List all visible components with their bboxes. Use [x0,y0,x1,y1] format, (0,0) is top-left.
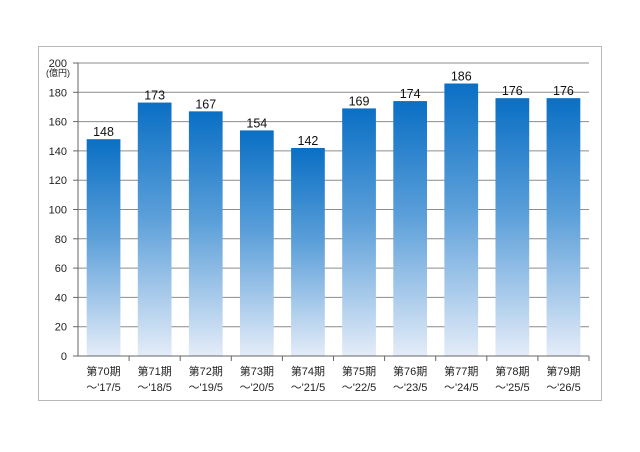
y-unit-label: (億円) [46,67,70,78]
y-tick-label: 180 [49,87,67,99]
x-tick-label: 第79期 [546,364,580,378]
bar [137,102,172,357]
bar [291,147,325,356]
x-tick-label: 第78期 [495,364,529,378]
y-tick-label: 20 [55,322,67,334]
x-tick-label: 第76期 [393,364,427,378]
bar [342,108,376,356]
y-tick-label: 200 [49,58,67,70]
bar [188,111,223,356]
x-tick-label: 第77期 [444,364,478,378]
y-tick-label: 160 [49,117,67,129]
y-tick-label: 80 [55,234,67,246]
y-tick-label: 100 [49,205,67,217]
y-tick-label: 140 [49,146,67,158]
data-label: 176 [553,84,574,98]
data-label: 169 [349,94,370,108]
data-label: 186 [451,70,472,84]
x-tick-label: 第73期 [240,364,274,378]
x-tick-label: ～'23/5 [393,382,428,394]
x-tick-label: ～'22/5 [342,382,377,394]
y-axis: 0 20 40 60 80 100 120 140 160 180 200(億円) [46,58,79,363]
x-tick-label: ～'25/5 [495,382,530,394]
data-label: 176 [502,84,523,98]
bar [444,83,479,356]
x-tick-label: ～'21/5 [291,382,326,394]
x-tick-label: 第71期 [138,364,172,378]
y-tick-label: 120 [49,175,67,187]
data-label: 148 [93,125,114,139]
y-tick-label: 0 [61,351,67,363]
x-tick-label: ～'18/5 [137,382,172,394]
bar [86,139,121,356]
data-label: 154 [246,116,267,130]
y-tick-label: 40 [55,292,67,304]
x-axis: 第70期 ～'17/5 第71期 ～'18/5 第72期 ～'19/5 第73期 ～'20/5… [78,355,590,394]
x-tick-label: ～'26/5 [546,382,581,394]
bar [495,98,530,356]
data-label: 167 [195,97,216,111]
data-label: 174 [400,87,421,101]
y-tick-label: 60 [55,263,67,275]
bar [393,101,428,356]
bars: 148 173 167 154 142 169 174 186 176 176 [86,70,581,357]
x-tick-label: ～'19/5 [188,382,223,394]
x-tick-label: ～'24/5 [444,382,479,394]
bar [239,130,274,356]
data-label: 142 [298,134,319,148]
data-label: 173 [144,89,165,103]
bar [546,98,581,356]
x-tick-label: 第74期 [291,364,325,378]
x-tick-label: 第72期 [189,364,223,378]
x-tick-label: 第75期 [342,364,376,378]
x-tick-label: 第70期 [86,364,120,378]
x-tick-label: ～'17/5 [86,382,121,394]
x-tick-label: ～'20/5 [240,382,275,394]
